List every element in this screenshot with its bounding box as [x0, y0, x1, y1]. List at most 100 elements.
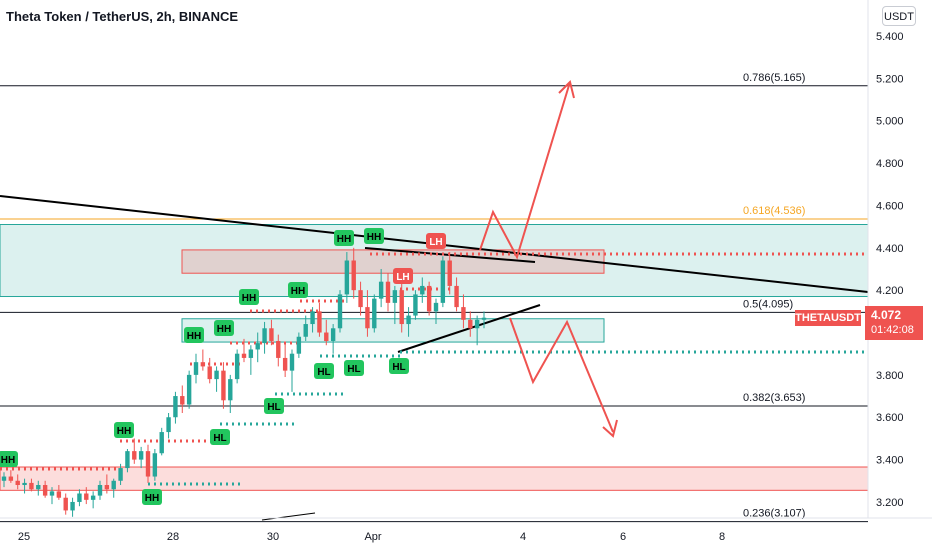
candle-body [234, 353, 240, 380]
candle-body [166, 417, 171, 433]
swing-label-text: HH [337, 234, 351, 245]
fib-label: 0.382(3.653) [743, 392, 805, 404]
candle-body [118, 468, 123, 481]
candle-body [440, 260, 446, 303]
candle-body [289, 353, 295, 371]
swing-label-text: HH [145, 493, 159, 504]
swing-label-bg [344, 360, 364, 376]
price-tick: 5.000 [876, 116, 904, 128]
candle-body [365, 307, 370, 329]
candle-body [262, 328, 267, 344]
candle-body [385, 281, 391, 303]
swing-label-text: HL [213, 433, 226, 444]
candle-body [296, 336, 302, 354]
candle-body [207, 366, 212, 380]
candle-body [426, 285, 432, 312]
candle-body [317, 311, 322, 333]
swing-label-text: HL [347, 364, 360, 375]
candle-body [392, 290, 398, 303]
candle-body [42, 485, 48, 496]
forecast-up-arrowhead [558, 80, 575, 99]
candle-body [29, 482, 34, 490]
candle-body [282, 357, 288, 371]
candle-body [344, 260, 350, 295]
swing-label-text: HH [1, 455, 15, 466]
candle-body [214, 370, 219, 380]
price-tick: 3.600 [876, 412, 904, 424]
swing-label-bg [393, 268, 413, 284]
candle-body [228, 379, 233, 401]
candle-body [152, 453, 158, 477]
candle-body [378, 281, 384, 299]
swing-label-text: HH [117, 426, 131, 437]
swing-label-text: HH [291, 286, 305, 297]
swing-label-text: HL [392, 362, 405, 373]
time-tick: 8 [719, 531, 725, 543]
candle-body [125, 451, 130, 469]
time-tick: 28 [167, 531, 179, 543]
price-tick: 3.400 [876, 455, 904, 467]
candle-body [49, 491, 55, 496]
candle-body [330, 328, 336, 341]
price-tick: 5.400 [876, 31, 904, 43]
candle-body [241, 353, 247, 358]
time-tick: 4 [520, 531, 526, 543]
fib-label: 0.236(3.107) [743, 508, 805, 520]
price-tick: 5.200 [876, 73, 904, 85]
currency-button[interactable]: USDT [882, 6, 916, 26]
small-trendline [261, 512, 316, 521]
candle-body [303, 324, 308, 337]
candle-body [159, 432, 164, 454]
candle-body [90, 495, 96, 500]
time-tick: 6 [620, 531, 626, 543]
candle-body [324, 332, 329, 341]
candle-body [310, 311, 315, 325]
swing-label-bg [314, 363, 334, 379]
candle-body [221, 370, 226, 401]
swing-label-bg [210, 429, 230, 445]
candle-body [276, 340, 281, 358]
candle-body [36, 485, 41, 490]
time-tick: Apr [364, 531, 381, 543]
swing-labels-layer: HH HH HH HH HH HH HH HH HH HL HL HL HL HL LH LH [0, 228, 446, 505]
swing-label-bg [364, 228, 384, 244]
swing-label-text: HH [187, 331, 201, 342]
candle-body [372, 298, 377, 329]
swing-label-text: LH [429, 237, 442, 248]
candles-layer [1, 247, 487, 517]
zones-layer [0, 224, 869, 491]
candle-body [77, 493, 82, 502]
candle-body [70, 501, 75, 511]
swing-label-bg [264, 398, 284, 414]
candle-body [461, 307, 466, 320]
price-tick: 3.200 [876, 497, 904, 509]
candle-body [269, 328, 274, 341]
swing-label-bg [214, 320, 234, 336]
swing-label-text: HL [317, 367, 330, 378]
fib-label: 0.5(4.095) [743, 298, 793, 310]
swing-label-bg [389, 358, 409, 374]
candle-body [358, 290, 363, 308]
candle-body [406, 315, 411, 325]
swing-label-bg [142, 489, 162, 505]
candle-body [132, 451, 137, 460]
candle-body [193, 362, 199, 375]
swing-label-bg [288, 282, 308, 298]
candle-body [200, 362, 206, 367]
swing-label-text: HH [217, 324, 231, 335]
candle-body [1, 476, 7, 481]
swing-label-bg [426, 233, 446, 249]
supply-zone-lower [0, 466, 869, 491]
time-tick: 25 [18, 531, 30, 543]
candle-body [337, 294, 343, 329]
swing-label-text: HH [242, 293, 256, 304]
swing-label-bg [239, 289, 259, 305]
candle-body [468, 319, 473, 329]
candle-body [186, 374, 192, 405]
swing-label-bg [334, 230, 354, 246]
swing-label-text: HL [267, 402, 280, 413]
candle-body [8, 476, 14, 481]
candle-body [255, 343, 260, 350]
fib-levels-layer: 0.786(5.165) 0.618(4.536) 0.5(4.095) 0.382(… [0, 72, 868, 523]
